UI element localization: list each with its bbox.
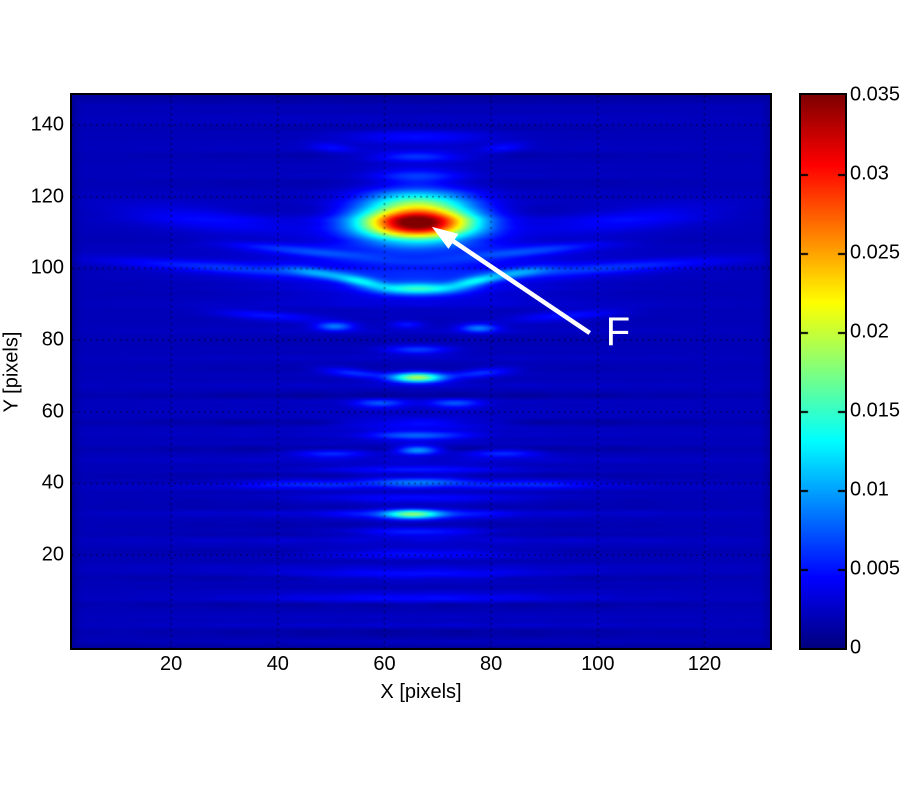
colorbar-tick-label: 0.025 bbox=[850, 241, 900, 264]
heatmap-canvas bbox=[72, 95, 770, 648]
x-tick-label: 120 bbox=[687, 653, 722, 675]
colorbar-tick-label: 0.015 bbox=[850, 399, 900, 422]
x-axis-label: X [pixels] bbox=[380, 681, 462, 703]
colorbar-tick-label: 0.01 bbox=[850, 478, 889, 501]
x-tick-label: 20 bbox=[160, 653, 183, 675]
plot-area bbox=[70, 93, 772, 650]
colorbar-tick-label: 0.02 bbox=[850, 320, 889, 343]
colorbar-tick-label: 0.005 bbox=[850, 557, 900, 580]
y-tick-label: 60 bbox=[41, 400, 64, 423]
colorbar-tick-label: 0.03 bbox=[850, 162, 889, 185]
colorbar-canvas bbox=[801, 95, 845, 648]
y-tick-label: 40 bbox=[41, 471, 64, 494]
y-tick-label: 80 bbox=[41, 328, 64, 351]
x-tick-label: 40 bbox=[266, 653, 289, 675]
y-tick-label: 20 bbox=[41, 543, 64, 566]
y-tick-label: 140 bbox=[30, 113, 64, 136]
y-tick-label: 100 bbox=[30, 256, 64, 279]
x-tick-label: 80 bbox=[479, 653, 503, 675]
colorbar-tick-label: 0 bbox=[850, 636, 862, 659]
colorbar-tick-label: 0.035 bbox=[850, 83, 900, 106]
x-tick-label: 60 bbox=[373, 653, 396, 675]
colorbar bbox=[799, 93, 847, 650]
x-tick-label: 100 bbox=[581, 653, 615, 675]
y-tick-label: 120 bbox=[30, 185, 64, 208]
focus-annotation-label: F bbox=[605, 309, 631, 354]
